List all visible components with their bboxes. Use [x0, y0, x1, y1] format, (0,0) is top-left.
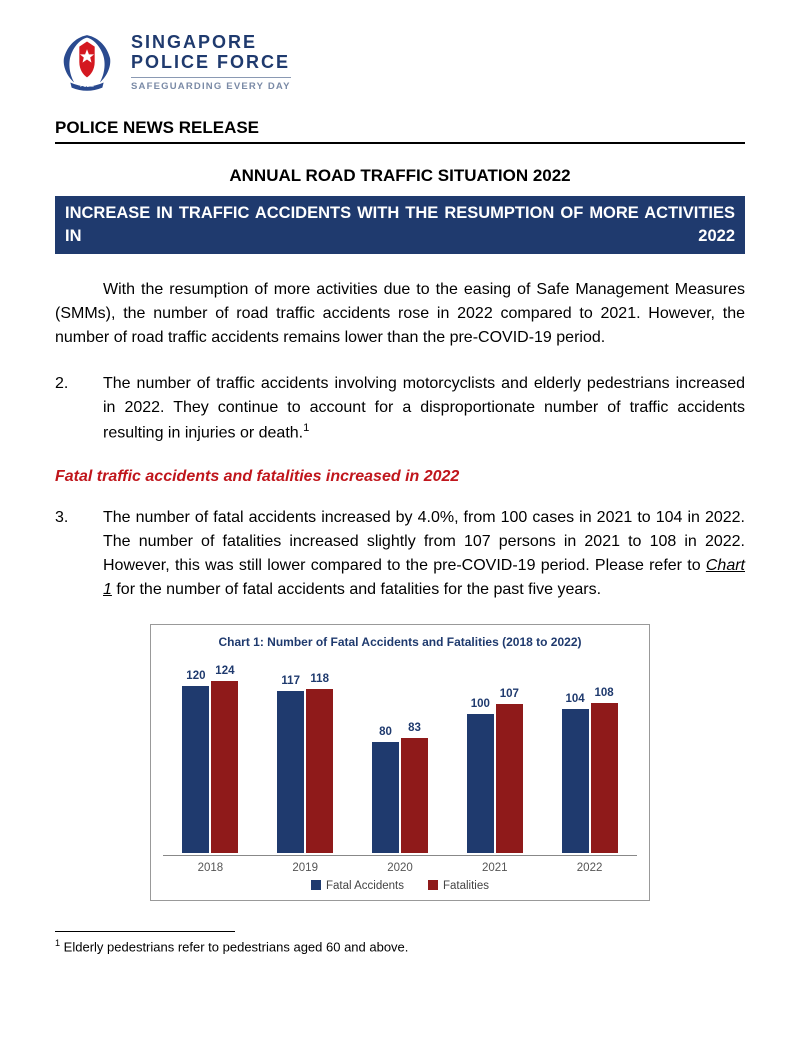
chart-1-container: Chart 1: Number of Fatal Accidents and F… — [150, 624, 650, 901]
chart-x-axis: 2018 2019 2020 2021 2022 — [163, 855, 637, 874]
chart-bar-group: 100107 — [457, 673, 532, 853]
headline-banner: INCREASE IN TRAFFIC ACCIDENTS WITH THE R… — [55, 196, 745, 254]
chart-x-tick: 2018 — [173, 862, 248, 874]
chart-bar-value: 107 — [500, 688, 519, 700]
document-title: ANNUAL ROAD TRAFFIC SITUATION 2022 — [55, 166, 745, 186]
chart-x-tick: 2019 — [268, 862, 343, 874]
para-number: 3. — [55, 506, 103, 602]
footnote-ref: 1 — [303, 422, 309, 434]
chart-title: Chart 1: Number of Fatal Accidents and F… — [163, 635, 637, 649]
chart-plot-area: 1201241171188083100107104108 — [163, 661, 637, 853]
para-text: The number of fatal accidents increased … — [103, 506, 745, 602]
org-name-line2: POLICE FORCE — [131, 53, 291, 71]
legend-swatch-a — [311, 880, 321, 890]
chart-x-tick: 2022 — [552, 862, 627, 874]
para-number: 2. — [55, 372, 103, 445]
paragraph-3: 3. The number of fatal accidents increas… — [55, 506, 745, 602]
chart-x-tick: 2021 — [457, 862, 532, 874]
chart-bar-value: 83 — [408, 722, 421, 734]
paragraph-1: With the resumption of more activities d… — [55, 278, 745, 350]
chart-bar: 80 — [372, 742, 399, 853]
org-header: POLIS SINGAPORE POLICE FORCE SAFEGUARDIN… — [55, 30, 745, 94]
chart-bar: 107 — [496, 704, 523, 852]
chart-bar-group: 117118 — [268, 673, 343, 853]
chart-bar-group: 120124 — [173, 673, 248, 853]
paragraph-2: 2. The number of traffic accidents invol… — [55, 372, 745, 445]
section-heading: POLICE NEWS RELEASE — [55, 118, 745, 144]
chart-x-tick: 2020 — [363, 862, 438, 874]
chart-bar-group: 8083 — [363, 673, 438, 853]
svg-text:POLIS: POLIS — [80, 83, 93, 88]
chart-bar: 83 — [401, 738, 428, 853]
chart-legend: Fatal Accidents Fatalities — [163, 880, 637, 892]
chart-bar-value: 120 — [186, 670, 205, 682]
chart-bar-value: 100 — [471, 698, 490, 710]
chart-bar-group: 104108 — [552, 673, 627, 853]
chart-bar-value: 108 — [594, 687, 613, 699]
chart-bar: 124 — [211, 681, 238, 853]
org-text-block: SINGAPORE POLICE FORCE SAFEGUARDING EVER… — [131, 33, 291, 92]
chart-bar-value: 118 — [310, 673, 329, 685]
chart-bar: 104 — [562, 709, 589, 853]
chart-bar: 108 — [591, 703, 618, 853]
org-tagline: SAFEGUARDING EVERY DAY — [131, 81, 291, 92]
legend-swatch-b — [428, 880, 438, 890]
subheading-fatal: Fatal traffic accidents and fatalities i… — [55, 468, 745, 486]
chart-bar-value: 124 — [215, 665, 234, 677]
legend-item-b: Fatalities — [428, 880, 489, 892]
spf-crest-icon: POLIS — [55, 30, 119, 94]
chart-bar-value: 104 — [565, 693, 584, 705]
chart-bar: 118 — [306, 689, 333, 852]
legend-item-a: Fatal Accidents — [311, 880, 404, 892]
chart-bar-value: 80 — [379, 726, 392, 738]
footnote-rule — [55, 931, 235, 932]
chart-bar-value: 117 — [281, 675, 300, 687]
para-text: The number of traffic accidents involvin… — [103, 372, 745, 445]
footnote-1: 1 Elderly pedestrians refer to pedestria… — [55, 938, 745, 954]
chart-bar: 120 — [182, 686, 209, 852]
chart-bar: 100 — [467, 714, 494, 852]
chart-bar: 117 — [277, 691, 304, 853]
org-name-line1: SINGAPORE — [131, 33, 291, 51]
